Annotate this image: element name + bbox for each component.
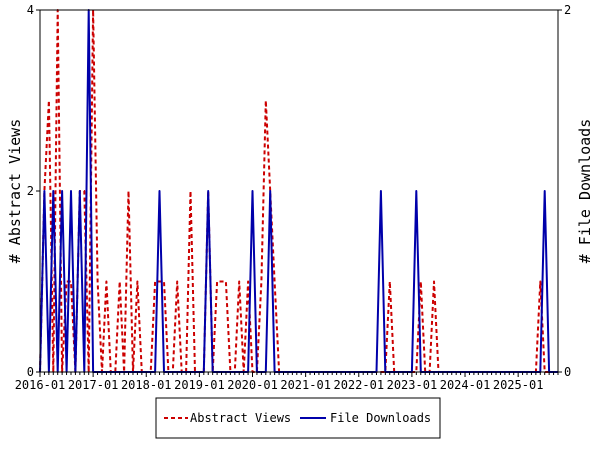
series-line-file-downloads bbox=[39, 9, 558, 373]
y2-tick-label: 2 bbox=[564, 3, 571, 17]
legend: Abstract Views File Downloads bbox=[155, 397, 441, 439]
x-tick-label: 2022-01 bbox=[333, 378, 384, 392]
plot-lines bbox=[39, 9, 558, 373]
x-tick-label: 2016-01 bbox=[15, 378, 66, 392]
y-tick-label: 2 bbox=[27, 184, 34, 198]
legend-label-file-downloads: File Downloads bbox=[330, 411, 431, 425]
y2-tick-label: 0 bbox=[564, 365, 571, 379]
y2-axis-title: # File Downloads bbox=[576, 119, 594, 264]
x-tick-label: 2024-01 bbox=[440, 378, 491, 392]
y-axis-ticks: 0 2 4 0 2 bbox=[27, 3, 571, 379]
x-tick-label: 2025-01 bbox=[493, 378, 544, 392]
x-tick-label: 2017-01 bbox=[68, 378, 119, 392]
y-axis-title: # Abstract Views bbox=[6, 119, 24, 264]
plot-frame bbox=[39, 9, 559, 373]
x-tick-label: 2019-01 bbox=[174, 378, 225, 392]
x-tick-label: 2023-01 bbox=[387, 378, 438, 392]
legend-box bbox=[155, 397, 441, 439]
x-tick-label: 2021-01 bbox=[280, 378, 331, 392]
y-tick-label: 4 bbox=[27, 3, 34, 17]
y-tick-label: 0 bbox=[27, 365, 34, 379]
x-axis-ticks: 2016-01 2017-01 2018-01 2019-01 2020-01 2021-… bbox=[15, 372, 559, 392]
x-tick-label: 2018-01 bbox=[121, 378, 172, 392]
x-tick-label: 2020-01 bbox=[227, 378, 278, 392]
legend-label-abstract-views: Abstract Views bbox=[190, 411, 291, 425]
series-line-abstract-views bbox=[39, 9, 558, 373]
